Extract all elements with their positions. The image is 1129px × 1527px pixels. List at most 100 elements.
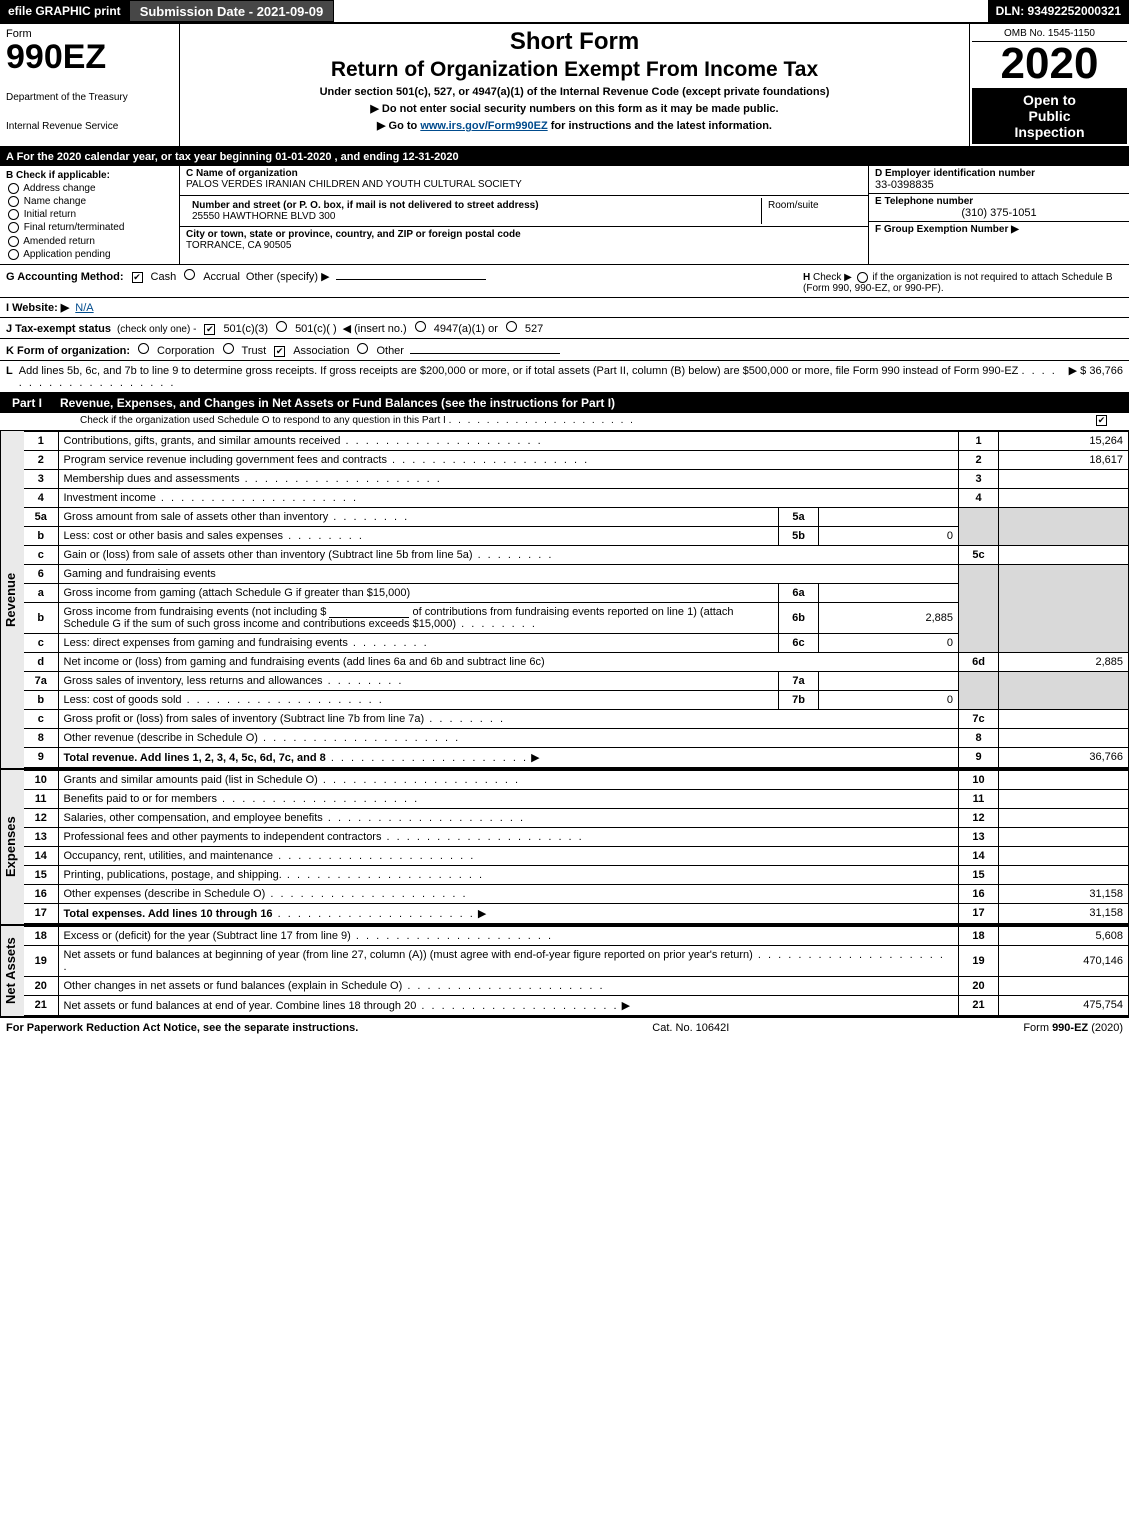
line-14: 14Occupancy, rent, utilities, and mainte…	[24, 846, 1129, 865]
addr: 25550 HAWTHORNE BLVD 300	[192, 211, 755, 222]
line-7a: 7aGross sales of inventory, less returns…	[24, 671, 1129, 690]
org-address-block: Number and street (or P. O. box, if mail…	[180, 196, 868, 227]
chk-amended-return[interactable]: Amended return	[6, 236, 173, 247]
line-l-text: Add lines 5b, 6c, and 7b to line 9 to de…	[19, 365, 1063, 389]
org-name-block: C Name of organization PALOS VERDES IRAN…	[180, 166, 868, 196]
subtitle-goto: ▶ Go to www.irs.gov/Form990EZ for instru…	[186, 119, 963, 132]
section-bcd: B Check if applicable: Address change Na…	[0, 166, 1129, 265]
group-exemption-block: F Group Exemption Number ▶	[869, 222, 1129, 248]
col-b-label: B Check if applicable:	[6, 170, 173, 181]
chk-corp[interactable]	[138, 343, 149, 354]
line-5a: 5aGross amount from sale of assets other…	[24, 507, 1129, 526]
line-1: 1Contributions, gifts, grants, and simil…	[24, 431, 1129, 450]
expenses-side-label: Expenses	[0, 770, 24, 924]
line-21: 21Net assets or fund balances at end of …	[24, 995, 1129, 1015]
other-org-input[interactable]	[410, 342, 560, 354]
chk-final-return[interactable]: Final return/terminated	[6, 222, 173, 233]
part-1-label: Part I	[0, 393, 54, 413]
opt-527: 527	[525, 323, 543, 335]
ein-block: D Employer identification number 33-0398…	[869, 166, 1129, 194]
opt-4947: 4947(a)(1) or	[434, 323, 498, 335]
opt-corp: Corporation	[157, 345, 214, 357]
other-specify-input[interactable]	[336, 268, 486, 280]
open-line1: Open to	[974, 92, 1125, 108]
ein: 33-0398835	[875, 179, 1123, 191]
line-a-tax-year: A For the 2020 calendar year, or tax yea…	[0, 148, 1129, 166]
line-16: 16Other expenses (describe in Schedule O…	[24, 884, 1129, 903]
website-value[interactable]: N/A	[75, 302, 93, 314]
form-header: Form 990EZ Department of the Treasury In…	[0, 24, 1129, 148]
line-l-label: L	[6, 365, 13, 377]
line-j-note: (check only one) -	[117, 324, 196, 335]
line-k: K Form of organization: Corporation Trus…	[0, 339, 1129, 361]
line-j: J Tax-exempt status (check only one) - 5…	[0, 318, 1129, 339]
header-left: Form 990EZ Department of the Treasury In…	[0, 24, 180, 146]
chk-cash[interactable]	[132, 272, 143, 283]
page-footer: For Paperwork Reduction Act Notice, see …	[0, 1018, 1129, 1038]
line-l-amount: ▶ $ 36,766	[1069, 364, 1123, 377]
expenses-section: Expenses 10Grants and similar amounts pa…	[0, 770, 1129, 926]
chk-h[interactable]	[857, 272, 868, 283]
org-name: PALOS VERDES IRANIAN CHILDREN AND YOUTH …	[186, 179, 862, 190]
line-i-label: I Website: ▶	[6, 301, 69, 314]
accrual-label: Accrual	[203, 271, 240, 283]
line-h-block: H Check ▶ if the organization is not req…	[803, 272, 1123, 294]
title-short-form: Short Form	[186, 28, 963, 56]
line-18: 18Excess or (deficit) for the year (Subt…	[24, 926, 1129, 945]
phone: (310) 375-1051	[875, 207, 1123, 219]
chk-schedule-o[interactable]	[1096, 415, 1107, 426]
part-1-title: Revenue, Expenses, and Changes in Net As…	[54, 393, 1129, 413]
chk-address-change[interactable]: Address change	[6, 183, 173, 194]
line-7c: cGross profit or (loss) from sales of in…	[24, 709, 1129, 728]
chk-assoc[interactable]	[274, 346, 285, 357]
footer-left: For Paperwork Reduction Act Notice, see …	[6, 1022, 358, 1034]
group-label: F Group Exemption Number ▶	[875, 224, 1123, 235]
part-1-header: Part I Revenue, Expenses, and Changes in…	[0, 393, 1129, 413]
submission-date: Submission Date - 2021-09-09	[129, 0, 335, 22]
line-4: 4Investment income4	[24, 488, 1129, 507]
chk-application-pending[interactable]: Application pending	[6, 249, 173, 260]
city-label: City or town, state or province, country…	[186, 229, 862, 240]
chk-initial-return[interactable]: Initial return	[6, 209, 173, 220]
chk-4947[interactable]	[415, 321, 426, 332]
chk-trust[interactable]	[223, 343, 234, 354]
line-i: I Website: ▶ N/A	[0, 298, 1129, 318]
expenses-table: 10Grants and similar amounts paid (list …	[24, 770, 1129, 924]
footer-cat: Cat. No. 10642I	[652, 1022, 729, 1034]
chk-accrual[interactable]	[184, 269, 195, 280]
chk-name-change[interactable]: Name change	[6, 196, 173, 207]
line-3: 3Membership dues and assessments3	[24, 469, 1129, 488]
chk-501c[interactable]	[276, 321, 287, 332]
line-j-label: J Tax-exempt status	[6, 323, 111, 335]
line-19: 19Net assets or fund balances at beginni…	[24, 945, 1129, 976]
line-5c: cGain or (loss) from sale of assets othe…	[24, 545, 1129, 564]
line-g-label: G Accounting Method:	[6, 271, 124, 283]
6b-contrib-input[interactable]	[329, 606, 409, 618]
opt-501c: 501(c)( )	[295, 323, 337, 335]
header-right: OMB No. 1545-1150 2020 Open to Public In…	[969, 24, 1129, 146]
netassets-table: 18Excess or (deficit) for the year (Subt…	[24, 926, 1129, 1016]
open-line2: Public	[974, 108, 1125, 124]
opt-assoc: Association	[293, 345, 349, 357]
netassets-section: Net Assets 18Excess or (deficit) for the…	[0, 926, 1129, 1018]
room-suite-label: Room/suite	[762, 198, 862, 224]
line-13: 13Professional fees and other payments t…	[24, 827, 1129, 846]
ein-label: D Employer identification number	[875, 168, 1123, 179]
other-specify: Other (specify) ▶	[246, 270, 330, 283]
open-line3: Inspection	[974, 124, 1125, 140]
phone-block: E Telephone number (310) 375-1051	[869, 194, 1129, 222]
title-return: Return of Organization Exempt From Incom…	[186, 58, 963, 82]
form-number: 990EZ	[6, 40, 173, 74]
insert-no: ◀ (insert no.)	[343, 322, 407, 335]
chk-501c3[interactable]	[204, 324, 215, 335]
opt-trust: Trust	[242, 345, 267, 357]
column-c: C Name of organization PALOS VERDES IRAN…	[180, 166, 869, 264]
line-l: L Add lines 5b, 6c, and 7b to line 9 to …	[0, 361, 1129, 393]
subtitle-ssn-warning: ▶ Do not enter social security numbers o…	[186, 102, 963, 115]
addr-label: Number and street (or P. O. box, if mail…	[192, 200, 755, 211]
line-20: 20Other changes in net assets or fund ba…	[24, 976, 1129, 995]
revenue-section: Revenue 1Contributions, gifts, grants, a…	[0, 431, 1129, 770]
irs-link[interactable]: www.irs.gov/Form990EZ	[420, 120, 547, 132]
chk-527[interactable]	[506, 321, 517, 332]
chk-other-org[interactable]	[357, 343, 368, 354]
